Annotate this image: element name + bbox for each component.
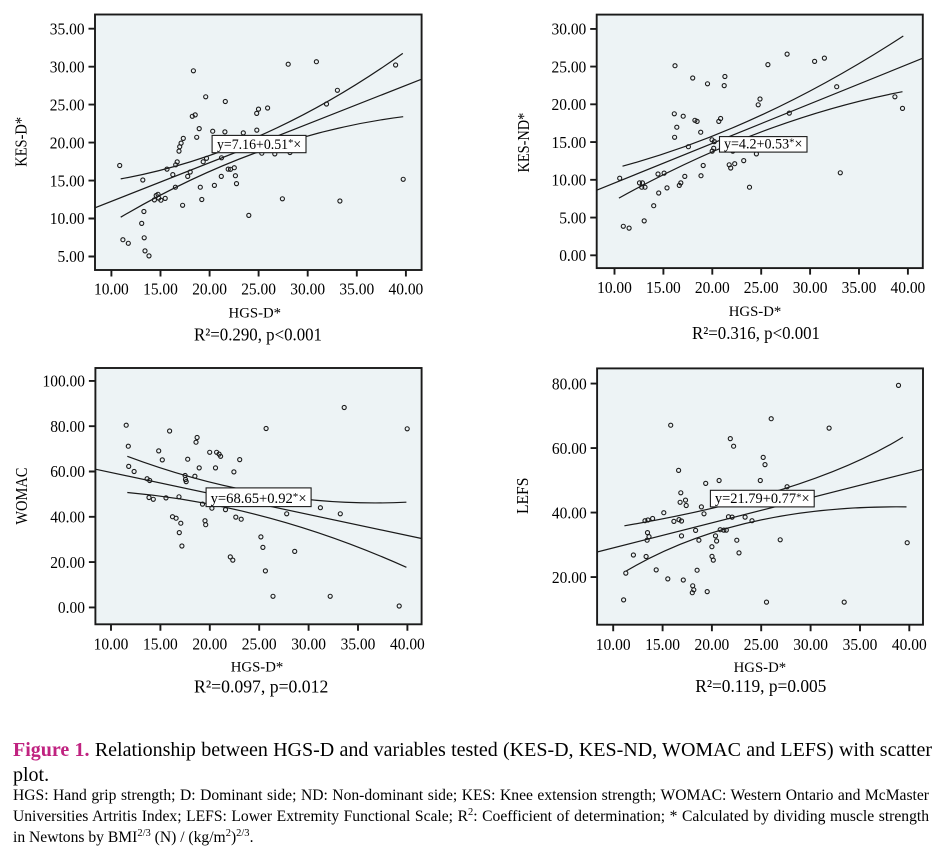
svg-text:10.00: 10.00 [94,280,129,299]
svg-text:10.00: 10.00 [596,635,631,654]
svg-text:25.00: 25.00 [744,635,779,654]
svg-text:40.00: 40.00 [891,278,926,297]
svg-text:HGS-D*: HGS-D* [229,306,282,322]
svg-text:100.00: 100.00 [43,372,86,391]
svg-text:35.00: 35.00 [341,634,376,653]
svg-text:25.00: 25.00 [744,278,779,297]
svg-text:10.00: 10.00 [50,209,85,228]
svg-text:25.00: 25.00 [552,57,587,76]
svg-text:R²=0.316, p<0.001: R²=0.316, p<0.001 [692,323,820,343]
svg-text:30.00: 30.00 [291,634,326,653]
svg-text:30.00: 30.00 [50,57,85,76]
svg-text:0.00: 0.00 [559,246,586,265]
svg-text:LEFS: LEFS [513,478,532,515]
svg-text:35.00: 35.00 [842,278,877,297]
svg-text:KES-ND*: KES-ND* [514,113,533,173]
svg-text:25.00: 25.00 [241,280,276,299]
svg-text:0.00: 0.00 [58,598,85,617]
svg-text:y=68.65+0.92*×: y=68.65+0.92*× [211,491,307,507]
svg-text:80.00: 80.00 [552,374,587,393]
svg-text:10.00: 10.00 [552,171,587,190]
svg-text:30.00: 30.00 [552,20,587,39]
svg-text:60.00: 60.00 [50,462,85,481]
svg-text:20.00: 20.00 [552,95,587,114]
svg-text:40.00: 40.00 [389,280,424,299]
svg-text:20.00: 20.00 [50,553,85,572]
svg-text:WOMAC: WOMAC [12,468,31,525]
svg-text:20.00: 20.00 [695,278,730,297]
svg-text:60.00: 60.00 [552,439,587,458]
svg-text:HGS-D*: HGS-D* [734,660,787,676]
svg-text:KES-D*: KES-D* [11,117,30,167]
svg-text:15.00: 15.00 [143,280,178,299]
svg-text:10.00: 10.00 [94,634,129,653]
svg-text:40.00: 40.00 [50,508,85,527]
svg-text:40.00: 40.00 [892,635,927,654]
svg-text:30.00: 30.00 [793,635,828,654]
svg-text:y=4.2+0.53*×: y=4.2+0.53*× [724,136,803,152]
svg-text:20.00: 20.00 [552,568,587,587]
svg-text:R²=0.097, p=0.012: R²=0.097, p=0.012 [194,677,328,697]
svg-text:20.00: 20.00 [192,280,227,299]
svg-text:5.00: 5.00 [559,208,586,227]
svg-text:HGS-D*: HGS-D* [729,304,782,320]
svg-text:40.00: 40.00 [390,634,425,653]
svg-text:25.00: 25.00 [50,95,85,114]
svg-text:30.00: 30.00 [290,280,325,299]
svg-text:15.00: 15.00 [646,278,681,297]
svg-text:30.00: 30.00 [793,278,828,297]
svg-text:20.00: 20.00 [695,635,730,654]
svg-text:80.00: 80.00 [50,417,85,436]
svg-text:HGS-D*: HGS-D* [231,660,284,676]
svg-text:R²=0.119, p=0.005: R²=0.119, p=0.005 [695,676,826,696]
svg-text:15.00: 15.00 [552,133,587,152]
svg-text:35.00: 35.00 [50,19,85,38]
svg-text:y=7.16+0.51*×: y=7.16+0.51*× [217,137,301,153]
svg-text:35.00: 35.00 [339,280,374,299]
svg-text:25.00: 25.00 [242,634,277,653]
svg-text:15.00: 15.00 [645,635,680,654]
svg-text:10.00: 10.00 [597,278,632,297]
svg-text:R²=0.290, p<0.001: R²=0.290, p<0.001 [194,325,322,345]
svg-text:20.00: 20.00 [50,133,85,152]
svg-text:35.00: 35.00 [843,635,878,654]
svg-text:5.00: 5.00 [58,247,85,266]
svg-text:y=21.79+0.77*×: y=21.79+0.77*× [715,491,810,507]
svg-text:40.00: 40.00 [552,503,587,522]
svg-text:15.00: 15.00 [143,634,178,653]
svg-text:15.00: 15.00 [50,171,85,190]
svg-text:20.00: 20.00 [192,634,227,653]
